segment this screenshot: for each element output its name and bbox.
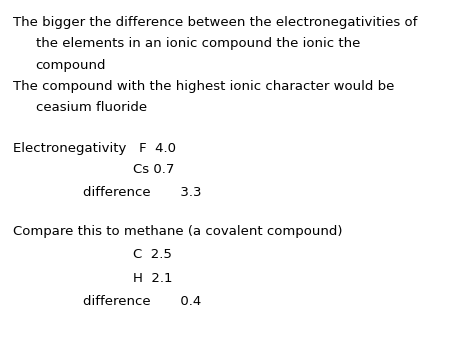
Text: The bigger the difference between the electronegativities of: The bigger the difference between the el… (13, 16, 418, 29)
Text: Electronegativity   F  4.0: Electronegativity F 4.0 (13, 142, 176, 155)
Text: compound: compound (36, 59, 106, 72)
Text: difference       0.4: difference 0.4 (83, 295, 201, 308)
Text: H  2.1: H 2.1 (133, 272, 172, 285)
Text: Compare this to methane (a covalent compound): Compare this to methane (a covalent comp… (13, 225, 343, 239)
Text: The compound with the highest ionic character would be: The compound with the highest ionic char… (13, 80, 395, 93)
Text: ceasium fluoride: ceasium fluoride (36, 101, 146, 114)
Text: C  2.5: C 2.5 (133, 248, 172, 262)
Text: the elements in an ionic compound the ionic the: the elements in an ionic compound the io… (36, 37, 360, 50)
Text: difference       3.3: difference 3.3 (83, 186, 201, 200)
Text: Cs 0.7: Cs 0.7 (133, 163, 174, 176)
